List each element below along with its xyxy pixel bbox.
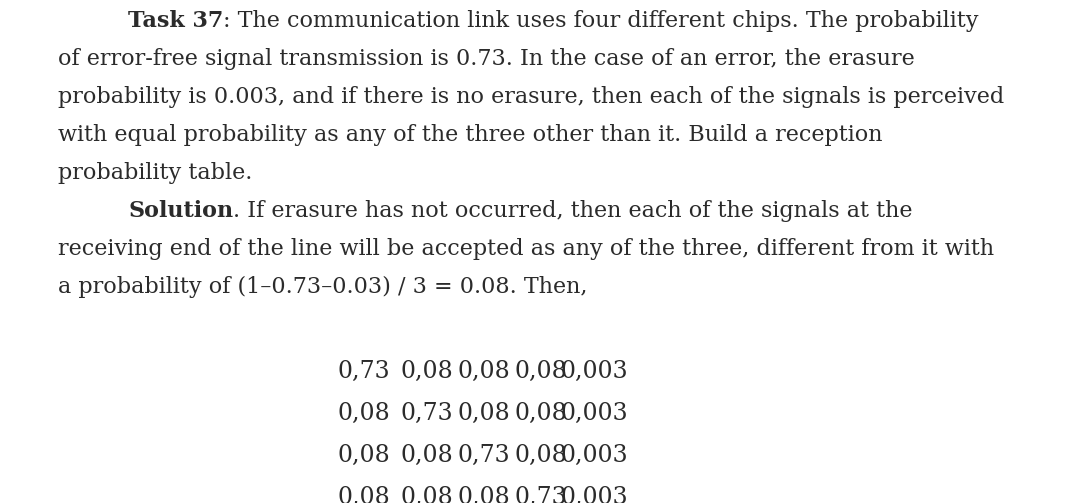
Text: 0,08: 0,08 (401, 360, 453, 383)
Text: 0,08: 0,08 (401, 444, 453, 467)
Text: Solution: Solution (129, 200, 233, 222)
Text: 0,73: 0,73 (401, 402, 453, 425)
Text: . If erasure has not occurred, then each of the signals at the: . If erasure has not occurred, then each… (233, 200, 913, 222)
Text: of error-free signal transmission is 0.73. In the case of an error, the erasure: of error-free signal transmission is 0.7… (58, 48, 915, 70)
Text: receiving end of the line will be accepted as any of the three, different from i: receiving end of the line will be accept… (58, 238, 994, 260)
Text: 0,08: 0,08 (337, 444, 390, 467)
Text: 0,08: 0,08 (514, 360, 567, 383)
Text: a probability of (1–0.73–0.03) / 3 = 0.08. Then,: a probability of (1–0.73–0.03) / 3 = 0.0… (58, 276, 588, 298)
Text: Task 37: Task 37 (129, 10, 224, 32)
Text: 0,73: 0,73 (337, 360, 390, 383)
Text: : The communication link uses four different chips. The probability: : The communication link uses four diffe… (224, 10, 978, 32)
Text: 0,73: 0,73 (457, 444, 510, 467)
Text: 0,003: 0,003 (561, 486, 627, 503)
Text: 0,73: 0,73 (514, 486, 567, 503)
Text: 0,08: 0,08 (514, 402, 567, 425)
Text: probability table.: probability table. (58, 162, 253, 184)
Text: 0,08: 0,08 (457, 360, 510, 383)
Text: 0,003: 0,003 (561, 360, 627, 383)
Text: 0,08: 0,08 (337, 402, 390, 425)
Text: 0,08: 0,08 (457, 486, 510, 503)
Text: 0,08: 0,08 (401, 486, 453, 503)
Text: 0,08: 0,08 (514, 444, 567, 467)
Text: probability is 0.003, and if there is no erasure, then each of the signals is pe: probability is 0.003, and if there is no… (58, 86, 1004, 108)
Text: 0,003: 0,003 (561, 444, 627, 467)
Text: 0,003: 0,003 (561, 402, 627, 425)
Text: 0,08: 0,08 (457, 402, 510, 425)
Text: 0,08: 0,08 (337, 486, 390, 503)
Text: with equal probability as any of the three other than it. Build a reception: with equal probability as any of the thr… (58, 124, 882, 146)
